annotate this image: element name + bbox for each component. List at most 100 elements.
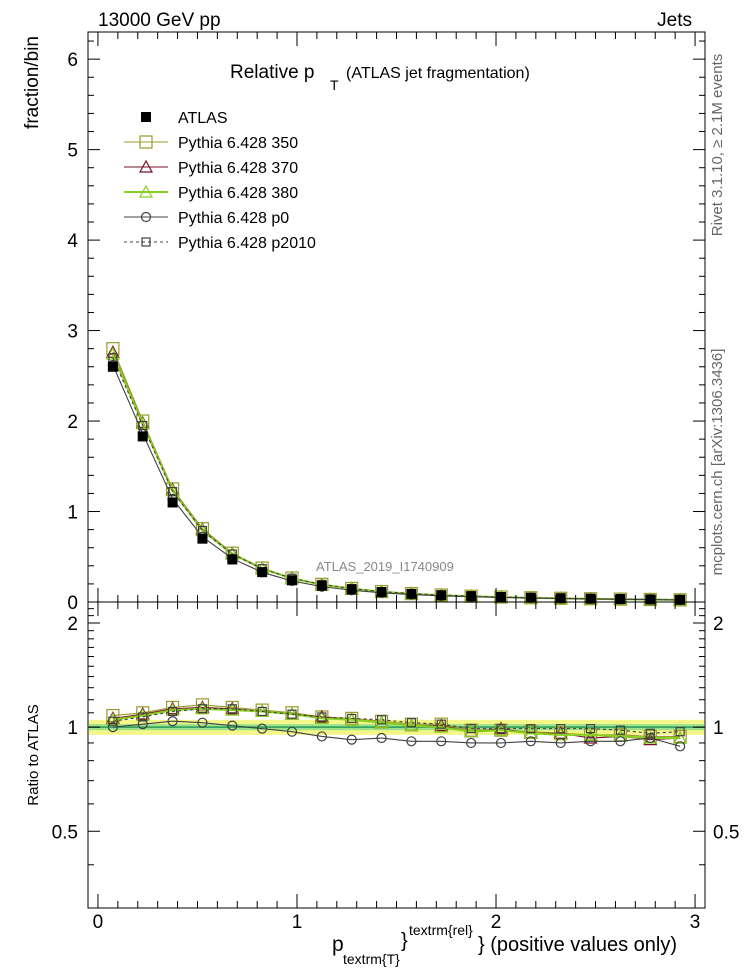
main-y-tick-label: 0 xyxy=(67,593,78,614)
plot-title-rest: (ATLAS jet fragmentation) xyxy=(346,65,530,82)
ratio-point xyxy=(195,701,210,715)
ratio-point xyxy=(615,736,626,747)
atlas-data-point xyxy=(167,497,178,508)
x-axis-label: p xyxy=(332,933,344,956)
ratio-point xyxy=(406,718,417,728)
plot-title: Relative p xyxy=(230,62,315,83)
atlas-data-point xyxy=(615,594,626,605)
main-y-ticks: 0 1 2 3 4 5 6 xyxy=(67,40,705,614)
ratio-point xyxy=(257,706,267,717)
header-collision: 13000 GeV pp xyxy=(98,10,221,31)
ratio-point xyxy=(585,724,596,734)
ratio-point xyxy=(317,712,327,722)
ratio-point xyxy=(167,706,178,717)
ratio-point xyxy=(404,718,419,732)
ratio-point xyxy=(316,731,327,742)
ratio-point xyxy=(436,719,446,729)
ratio-tick-label-right: 0.5 xyxy=(713,822,739,843)
atlas-data-point xyxy=(675,594,686,605)
ratio-point xyxy=(675,741,686,752)
ratio-point xyxy=(675,727,685,737)
ratio-point xyxy=(466,724,476,734)
ratio-point xyxy=(615,725,626,735)
main-panel: 0 1 2 3 4 5 6 Relative p T (ATLAS jet fragment… xyxy=(67,31,706,614)
atlas-data-point xyxy=(316,580,327,591)
header-category: Jets xyxy=(657,10,692,31)
ratio-point xyxy=(525,736,536,747)
ratio-point xyxy=(286,726,298,737)
ratio-point xyxy=(314,711,329,724)
legend-label: Pythia 6.428 350 xyxy=(178,135,298,152)
ratio-point xyxy=(376,715,387,725)
x-axis-label-sup: textrm{rel} xyxy=(409,922,473,938)
y-axis-label: fraction/bin xyxy=(22,36,43,129)
data-point xyxy=(167,487,178,497)
ratio-uncertainty-band xyxy=(88,719,705,735)
atlas-data-point xyxy=(346,584,357,595)
legend-atlas-marker xyxy=(141,112,151,122)
ratio-point xyxy=(553,727,568,741)
series-line xyxy=(112,357,681,601)
ratio-tick-label-right: 1 xyxy=(713,718,724,739)
ratio-series xyxy=(105,698,688,752)
legend-label: Pythia 6.428 380 xyxy=(178,185,298,202)
ratio-point xyxy=(434,718,449,732)
ratio-point xyxy=(287,709,297,719)
x-tick-label: 3 xyxy=(690,912,701,933)
plot-title-main: Relative p xyxy=(230,62,315,83)
mcplots-label: mcplots.cern.ch [arXiv:1306.3436] xyxy=(709,349,726,576)
ratio-point xyxy=(585,736,596,747)
legend-marker xyxy=(140,211,152,223)
main-y-tick-label: 1 xyxy=(67,503,78,524)
ratio-point xyxy=(257,723,268,734)
legend-label: Pythia 6.428 p2010 xyxy=(178,235,316,252)
ratio-point xyxy=(496,724,506,734)
ratio-point xyxy=(227,720,238,731)
legend-label: Pythia 6.428 370 xyxy=(178,160,298,177)
ratio-series-line xyxy=(112,708,681,734)
atlas-data-point xyxy=(107,361,118,372)
ratio-point xyxy=(137,719,148,730)
ratio-point xyxy=(284,706,300,720)
ratio-point xyxy=(255,704,270,718)
ratio-point xyxy=(165,701,180,715)
ratio-tick-label: 0.5 xyxy=(52,822,78,843)
legend-marker xyxy=(141,237,151,247)
atlas-data-point xyxy=(585,593,596,604)
ratio-point xyxy=(108,716,118,726)
ratio-point xyxy=(466,737,477,749)
ratio-point xyxy=(555,737,566,749)
legend-marker xyxy=(138,184,154,198)
ratio-point xyxy=(645,732,656,744)
rivet-label: Rivet 3.1.10, ≥ 2.1M events xyxy=(709,54,726,237)
x-axis-label-main: p xyxy=(332,933,344,956)
analysis-id: ATLAS_2019_I1740909 xyxy=(316,559,454,574)
ratio-point xyxy=(106,708,120,723)
ratio-tick-label: 1 xyxy=(67,718,78,739)
ratio-point xyxy=(225,702,240,716)
data-point xyxy=(138,420,148,431)
legend-marker xyxy=(138,159,154,173)
ratio-point xyxy=(583,727,598,741)
ratio-point xyxy=(645,728,655,738)
atlas-data-point xyxy=(406,588,417,599)
ratio-point xyxy=(347,713,357,723)
ratio-panel: 0.5 0.5 1 1 2 2 xyxy=(52,601,739,909)
plot-title-sub: T xyxy=(330,77,339,93)
ratio-point xyxy=(526,724,536,734)
atlas-data-point xyxy=(287,575,298,586)
atlas-data-point xyxy=(495,592,506,603)
x-axis-label-rest: } (positive values only) xyxy=(478,934,677,956)
ratio-y-ticks: 0.5 0.5 1 1 2 2 xyxy=(52,608,739,866)
ratio-point xyxy=(673,730,688,744)
ratio-tick-label-right: 2 xyxy=(713,614,724,635)
ratio-point xyxy=(197,704,208,714)
x-tick-label: 2 xyxy=(491,912,502,933)
ratio-series-line xyxy=(112,707,681,740)
ratio-point xyxy=(167,716,178,727)
x-axis-label-brace: } xyxy=(401,930,408,952)
legend: ATLAS Pythia 6.428 350 Pythia 6.428 370 Pyt… xyxy=(124,110,316,252)
ratio-point xyxy=(344,712,359,726)
ratio-point xyxy=(556,724,566,734)
